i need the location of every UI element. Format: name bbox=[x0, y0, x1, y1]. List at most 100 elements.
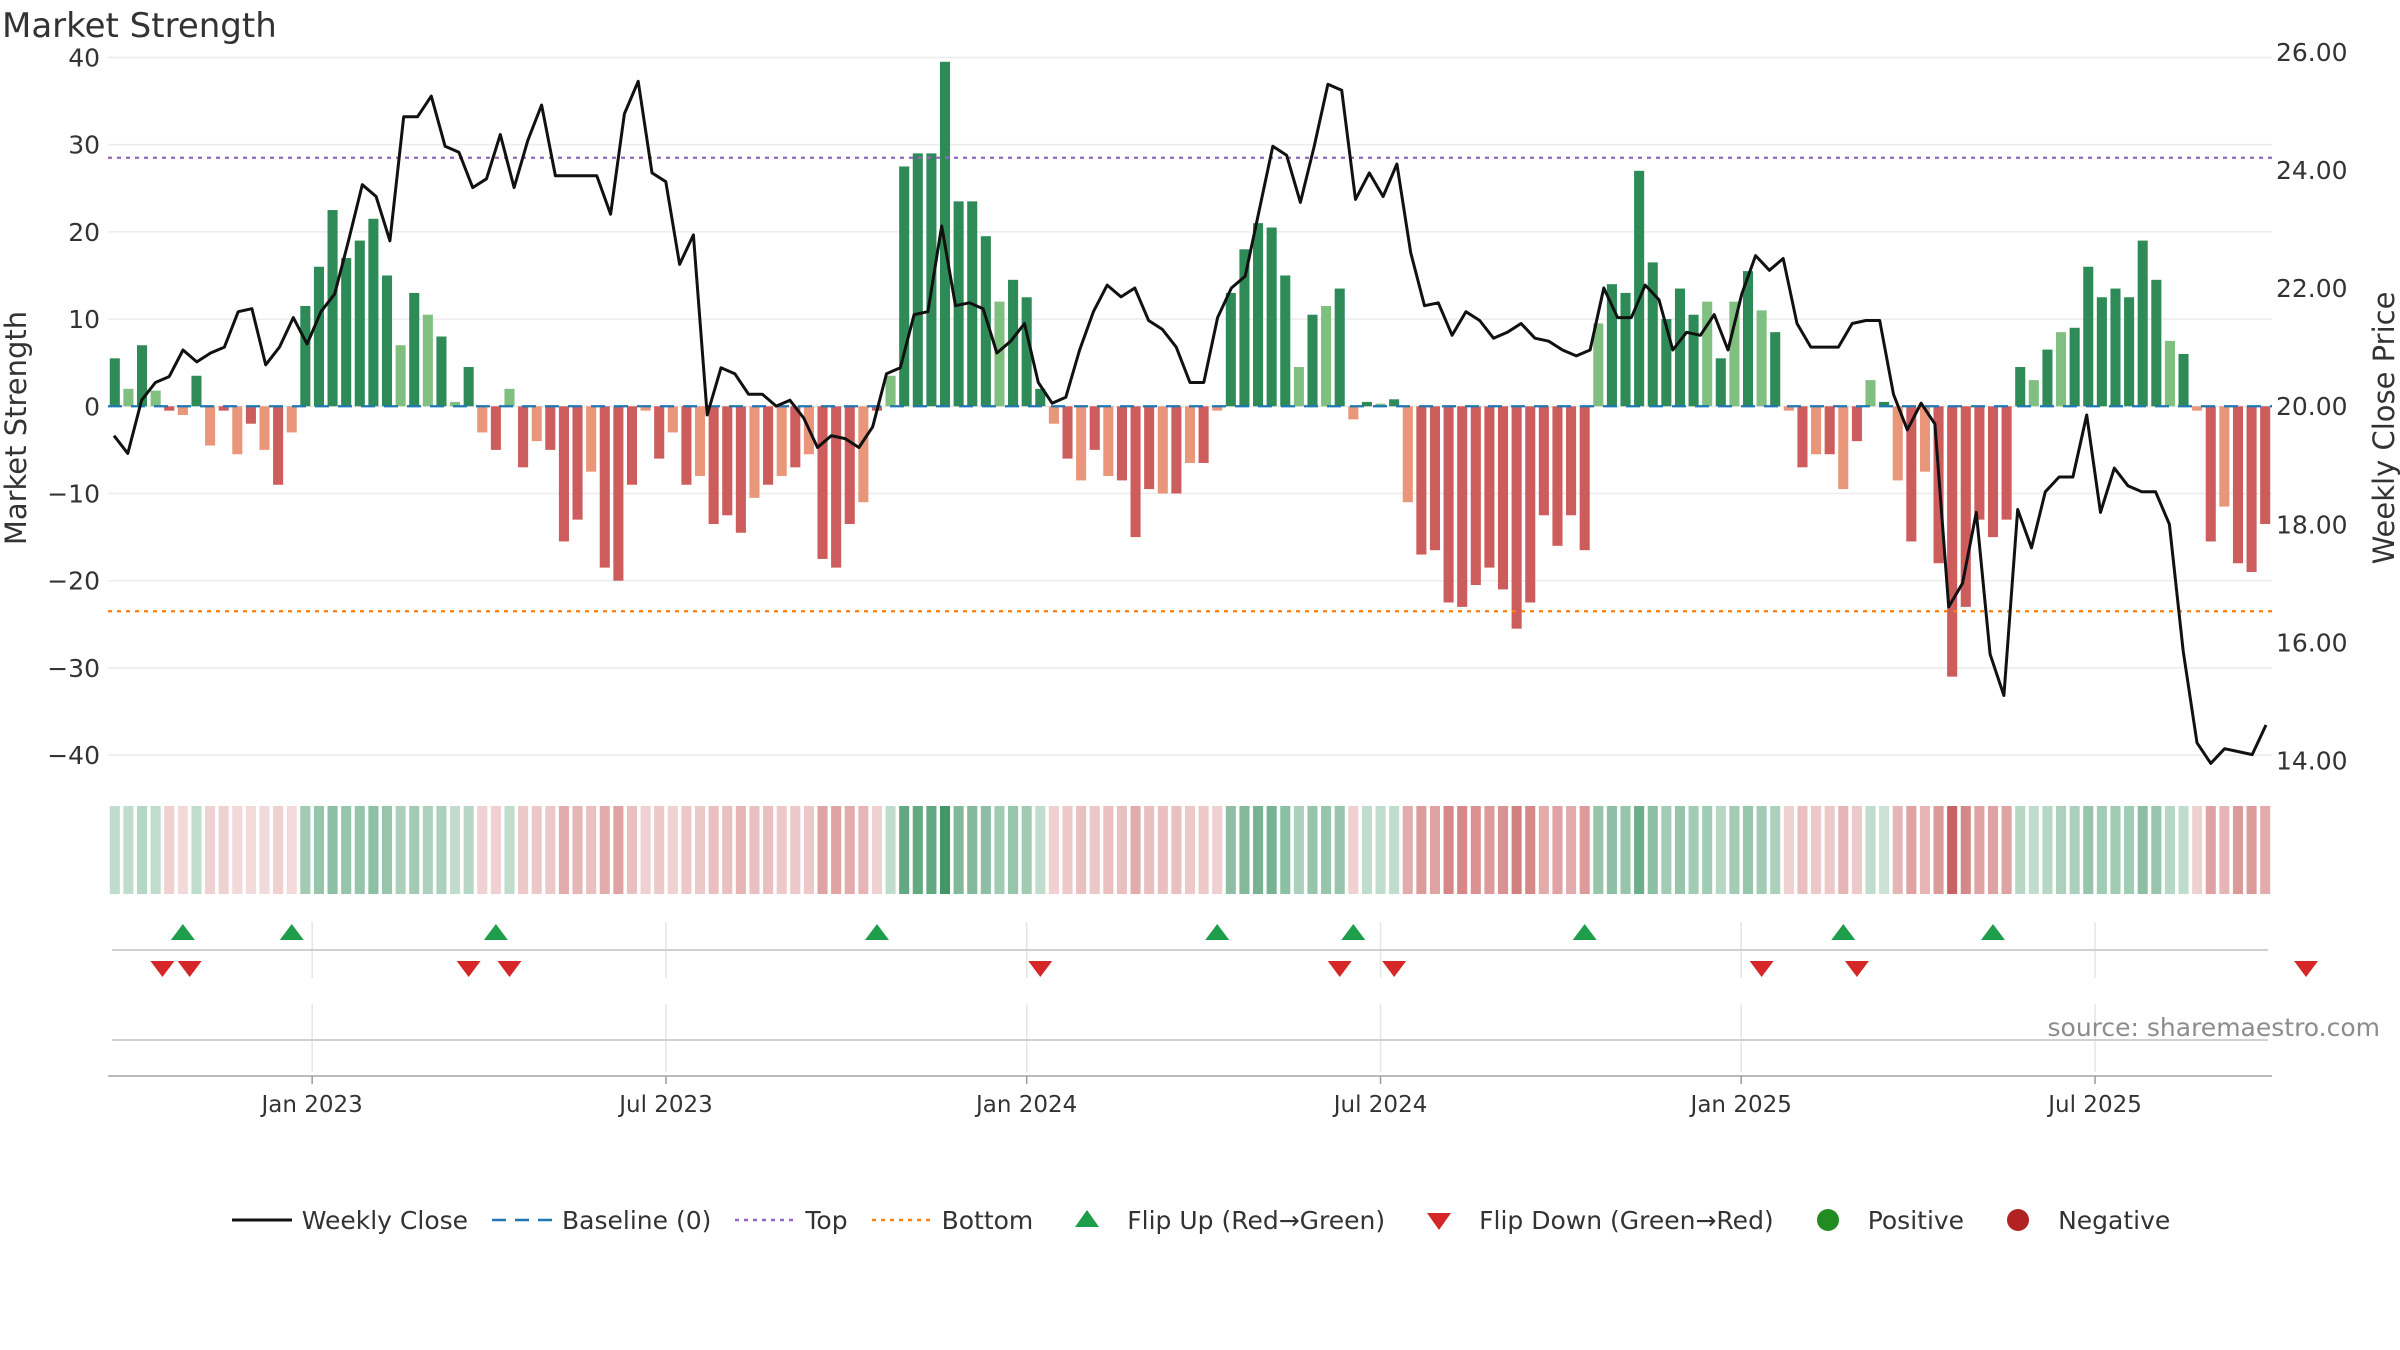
heat-cell bbox=[436, 806, 447, 894]
heat-cell bbox=[490, 806, 501, 894]
strength-bar bbox=[1171, 406, 1182, 494]
legend-symbol-icon bbox=[2007, 1209, 2030, 1231]
y-tick-label: −40 bbox=[47, 741, 100, 770]
strength-bar bbox=[1811, 406, 1822, 455]
heat-cell bbox=[2096, 806, 2107, 894]
legend-item: Flip Down (Green→Red) bbox=[1407, 1205, 1774, 1235]
heat-cell bbox=[2164, 806, 2175, 894]
strength-bar bbox=[599, 406, 610, 568]
strength-bar bbox=[1960, 406, 1971, 607]
heat-cell bbox=[205, 806, 216, 894]
flip-down-marker bbox=[497, 961, 522, 977]
heat-cell bbox=[2028, 806, 2039, 894]
heat-cell bbox=[586, 806, 597, 894]
strength-bar bbox=[1497, 406, 1509, 590]
heat-cell bbox=[2192, 806, 2203, 894]
heat-cell bbox=[640, 806, 651, 894]
legend-symbol-icon bbox=[231, 1218, 292, 1222]
strength-bar bbox=[1620, 292, 1631, 407]
left-y-axis: 40 30 20 10 0 −10 −20 −30 −40 bbox=[47, 43, 100, 770]
flip-up-marker bbox=[864, 924, 889, 940]
strength-bar bbox=[1906, 406, 1917, 542]
heat-cell bbox=[2205, 806, 2216, 894]
heat-cell bbox=[1974, 806, 1985, 894]
heat-cell bbox=[1062, 806, 1073, 894]
y2-tick-label: 20.00 bbox=[2276, 392, 2348, 421]
strength-bar bbox=[1130, 406, 1141, 538]
strength-bar bbox=[1688, 314, 1699, 407]
strength-bar bbox=[1756, 310, 1767, 407]
strength-bar bbox=[1334, 288, 1345, 407]
flip-down-marker bbox=[1028, 961, 1053, 977]
strength-bar bbox=[109, 358, 120, 407]
heat-cell bbox=[1321, 806, 1332, 894]
strength-bar bbox=[1838, 406, 1849, 490]
strength-bar bbox=[150, 390, 161, 407]
weekly-close-path bbox=[112, 79, 2268, 765]
heat-cell bbox=[572, 806, 583, 894]
heat-cell bbox=[2056, 806, 2067, 894]
strength-bar bbox=[409, 292, 420, 407]
strength-bar bbox=[450, 401, 461, 407]
legend-symbol-icon bbox=[1075, 1210, 1100, 1227]
strength-bar bbox=[327, 210, 338, 407]
heat-cell bbox=[1960, 806, 1971, 894]
strength-bar bbox=[2069, 327, 2080, 407]
y2-tick-label: 16.00 bbox=[2276, 628, 2348, 657]
strength-bar bbox=[1892, 406, 1903, 481]
strength-bar bbox=[1783, 406, 1794, 411]
heat-cell bbox=[885, 806, 896, 894]
heat-cell bbox=[2246, 806, 2257, 894]
heat-cell bbox=[953, 806, 964, 894]
strength-bar bbox=[245, 406, 256, 424]
legend-item: Weekly Close bbox=[230, 1205, 468, 1235]
heat-cell bbox=[1688, 806, 1699, 894]
heat-cell bbox=[558, 806, 569, 894]
strength-bar bbox=[191, 375, 202, 407]
legend-label: Negative bbox=[2058, 1205, 2171, 1235]
strength-bar bbox=[1797, 406, 1808, 468]
heat-cell bbox=[722, 806, 733, 894]
heat-cell bbox=[2110, 806, 2121, 894]
heat-cell bbox=[327, 806, 338, 894]
heat-cell bbox=[2219, 806, 2230, 894]
heat-cell bbox=[1184, 806, 1196, 894]
flip-down-marker bbox=[2294, 961, 2319, 977]
heat-cell bbox=[422, 806, 433, 894]
flip-up-marker bbox=[483, 924, 508, 940]
chart-legend: Weekly Close Baseline (0) Top Bottom Flip Up… bbox=[0, 1205, 2400, 1235]
heat-cell bbox=[1470, 806, 1481, 894]
heat-cell bbox=[681, 806, 692, 894]
heat-cell bbox=[2260, 806, 2271, 894]
heat-cell bbox=[1361, 806, 1372, 894]
heat-cell bbox=[504, 806, 515, 894]
strength-bar bbox=[341, 258, 352, 407]
strength-bar bbox=[1266, 227, 1277, 407]
strength-bar bbox=[1606, 284, 1617, 407]
heat-cell bbox=[1443, 806, 1454, 894]
strength-bar bbox=[1987, 406, 1999, 538]
y-tick-label: −30 bbox=[47, 654, 100, 683]
heat-cell bbox=[2137, 806, 2148, 894]
heat-cell bbox=[2124, 806, 2135, 894]
strength-bar bbox=[1647, 262, 1658, 407]
heat-cell bbox=[2151, 806, 2162, 894]
strength-bar bbox=[1865, 380, 1876, 407]
strength-bar bbox=[1974, 406, 1985, 520]
strength-bar bbox=[1742, 271, 1754, 407]
strength-bar bbox=[1824, 406, 1835, 455]
heat-cell bbox=[1715, 806, 1726, 894]
legend-symbol-icon bbox=[1816, 1209, 1839, 1231]
strength-bar bbox=[354, 240, 365, 407]
strength-bar bbox=[912, 153, 923, 407]
legend-label: Bottom bbox=[941, 1205, 1034, 1235]
strength-bar bbox=[1116, 406, 1127, 481]
heat-cell bbox=[1266, 806, 1277, 894]
strength-bar bbox=[1293, 367, 1304, 407]
heat-cell bbox=[2083, 806, 2094, 894]
strength-bar bbox=[831, 406, 842, 568]
strength-bar bbox=[273, 406, 284, 485]
strength-bar bbox=[123, 388, 134, 407]
flip-down-marker bbox=[177, 961, 202, 977]
heat-cell bbox=[368, 806, 379, 894]
